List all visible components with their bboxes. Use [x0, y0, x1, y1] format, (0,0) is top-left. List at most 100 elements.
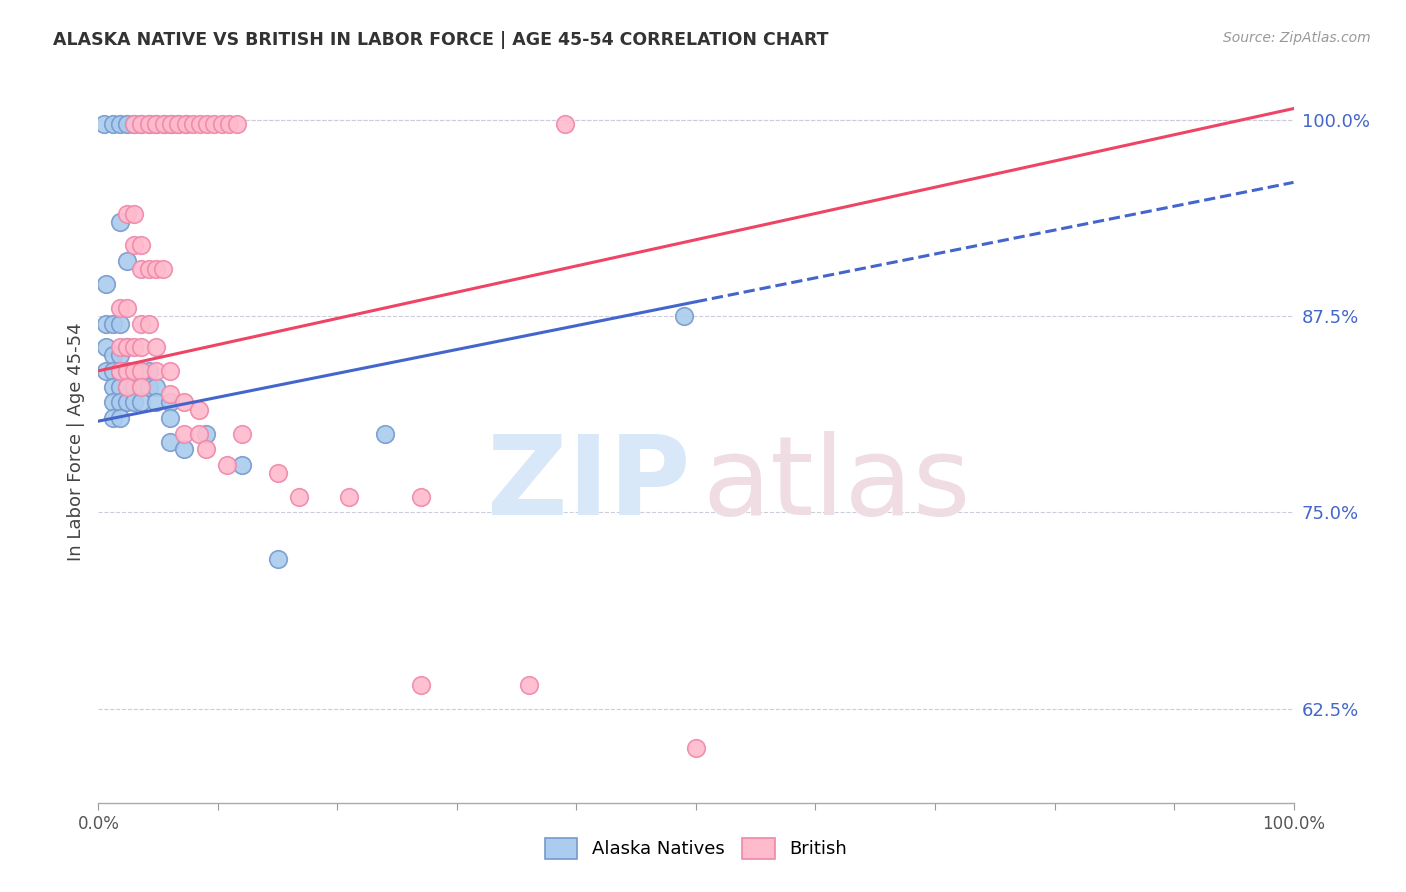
Point	[101, 348, 124, 362]
Point	[124, 364, 146, 378]
Point	[145, 379, 167, 393]
Point	[145, 364, 167, 378]
Point	[188, 117, 211, 131]
Point	[108, 317, 131, 331]
Point	[267, 552, 290, 566]
Point	[267, 466, 290, 480]
Point	[124, 117, 146, 131]
Point	[115, 379, 138, 393]
Point	[93, 117, 115, 131]
Point	[131, 117, 153, 131]
Point	[159, 364, 181, 378]
Point	[411, 490, 433, 504]
Point	[339, 490, 361, 504]
Point	[124, 238, 146, 252]
Point	[115, 364, 138, 378]
Point	[159, 434, 181, 449]
Legend: Alaska Natives, British: Alaska Natives, British	[537, 830, 855, 866]
Point	[288, 490, 311, 504]
Point	[554, 117, 576, 131]
Point	[108, 348, 131, 362]
Point	[108, 117, 131, 131]
Point	[145, 340, 167, 354]
Point	[115, 340, 138, 354]
Point	[131, 395, 153, 409]
Point	[160, 117, 183, 131]
Point	[145, 117, 167, 131]
Point	[124, 364, 146, 378]
Point	[115, 207, 138, 221]
Point	[124, 395, 146, 409]
Point	[124, 340, 146, 354]
Point	[218, 117, 240, 131]
Point	[94, 340, 117, 354]
Point	[131, 317, 153, 331]
Point	[131, 261, 153, 276]
Point	[101, 317, 124, 331]
Point	[115, 379, 138, 393]
Text: ZIP: ZIP	[486, 432, 690, 539]
Point	[138, 317, 160, 331]
Point	[131, 238, 153, 252]
Point	[159, 395, 181, 409]
Point	[115, 395, 138, 409]
Point	[174, 117, 197, 131]
Point	[101, 395, 124, 409]
Point	[173, 442, 195, 457]
Point	[138, 379, 160, 393]
Point	[131, 117, 153, 131]
Point	[108, 364, 131, 378]
Point	[174, 117, 197, 131]
Point	[374, 426, 396, 441]
Y-axis label: In Labor Force | Age 45-54: In Labor Force | Age 45-54	[66, 322, 84, 561]
Point	[138, 261, 160, 276]
Text: Source: ZipAtlas.com: Source: ZipAtlas.com	[1223, 31, 1371, 45]
Point	[108, 214, 131, 228]
Point	[108, 395, 131, 409]
Point	[685, 740, 707, 755]
Point	[411, 678, 433, 692]
Point	[226, 117, 249, 131]
Point	[138, 117, 160, 131]
Point	[94, 317, 117, 331]
Point	[145, 395, 167, 409]
Point	[673, 309, 696, 323]
Point	[138, 364, 160, 378]
Point	[231, 458, 253, 472]
Point	[167, 117, 190, 131]
Point	[153, 117, 176, 131]
Point	[115, 253, 138, 268]
Point	[173, 395, 195, 409]
Point	[108, 411, 131, 425]
Point	[131, 379, 153, 393]
Point	[94, 364, 117, 378]
Point	[115, 301, 138, 315]
Point	[181, 117, 204, 131]
Point	[211, 117, 233, 131]
Point	[124, 117, 146, 131]
Point	[173, 426, 195, 441]
Point	[145, 117, 167, 131]
Point	[145, 261, 167, 276]
Point	[131, 379, 153, 393]
Point	[131, 364, 153, 378]
Point	[131, 364, 153, 378]
Point	[115, 340, 138, 354]
Point	[195, 117, 218, 131]
Point	[187, 426, 209, 441]
Point	[187, 403, 209, 417]
Point	[108, 301, 131, 315]
Point	[124, 379, 146, 393]
Text: ALASKA NATIVE VS BRITISH IN LABOR FORCE | AGE 45-54 CORRELATION CHART: ALASKA NATIVE VS BRITISH IN LABOR FORCE …	[53, 31, 830, 49]
Point	[101, 411, 124, 425]
Point	[167, 117, 190, 131]
Point	[517, 678, 540, 692]
Point	[217, 458, 239, 472]
Point	[101, 364, 124, 378]
Point	[160, 117, 183, 131]
Point	[159, 411, 181, 425]
Text: atlas: atlas	[702, 432, 970, 539]
Point	[131, 340, 153, 354]
Point	[115, 117, 138, 131]
Point	[138, 117, 160, 131]
